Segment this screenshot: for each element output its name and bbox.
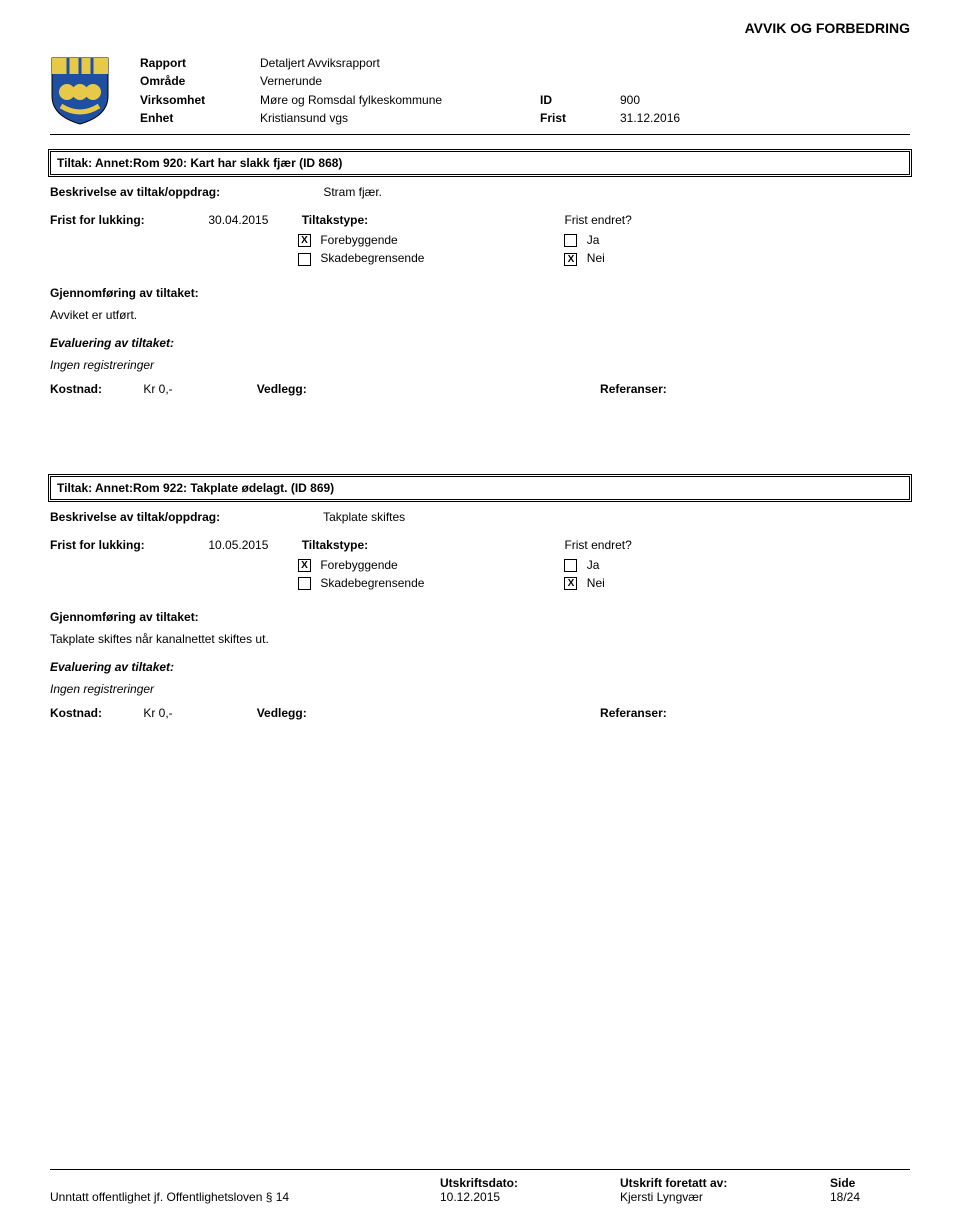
frist-endret-label-2: Frist endret? <box>564 538 631 552</box>
frist-endret-label: Frist endret? <box>564 213 631 227</box>
ja-label: Ja <box>587 233 600 247</box>
virksomhet-label: Virksomhet <box>140 93 250 107</box>
kostnad-label-2: Kostnad: <box>50 706 140 720</box>
vedlegg-label-2: Vedlegg: <box>257 706 597 720</box>
tiltak2-title: Tiltak: Annet:Rom 922: Takplate ødelagt.… <box>50 476 910 500</box>
checkbox-skadebegrensende-1 <box>298 253 311 266</box>
frist-label: Frist <box>540 111 610 125</box>
cost-line-1: Kostnad: Kr 0,- Vedlegg: Referanser: <box>50 382 910 396</box>
tiltak2-gjennomforing-text: Takplate skiftes når kanalnettet skiftes… <box>50 632 910 646</box>
referanser-label-1: Referanser: <box>600 382 667 396</box>
skadebegrensende-label-2: Skadebegrensende <box>320 576 424 590</box>
tiltak2-description-row: Beskrivelse av tiltak/oppdrag: Takplate … <box>50 510 910 524</box>
ingen-reg-2: Ingen registreringer <box>50 682 910 696</box>
cost-line-2: Kostnad: Kr 0,- Vedlegg: Referanser: <box>50 706 910 720</box>
ingen-reg-1: Ingen registreringer <box>50 358 910 372</box>
forebyggende-label: Forebyggende <box>320 233 397 247</box>
checkbox-forebyggende-2: X <box>298 559 311 572</box>
ja-label-2: Ja <box>587 558 600 572</box>
kostnad-label-1: Kostnad: <box>50 382 140 396</box>
evaluering-label-2: Evaluering av tiltaket: <box>50 660 910 674</box>
rapport-value: Detaljert Avviksrapport <box>260 56 530 70</box>
page-header-title: AVVIK OG FORBEDRING <box>50 20 910 36</box>
tiltakstype-label: Tiltakstype: <box>302 213 368 227</box>
tiltak1-beskrivelse-value: Stram fjær. <box>323 185 382 199</box>
tiltak1-kostnad-value: Kr 0,- <box>143 382 253 396</box>
gjennomforing-label-1: Gjennomføring av tiltaket: <box>50 286 910 300</box>
omrade-label: Område <box>140 74 250 88</box>
vedlegg-label-1: Vedlegg: <box>257 382 597 396</box>
nei-label-2: Nei <box>587 576 605 590</box>
footer-divider <box>50 1169 910 1170</box>
side-value: 18/24 <box>830 1190 910 1204</box>
tiltak1-options: Frist for lukking: 30.04.2015 Tiltakstyp… <box>50 213 910 270</box>
omrade-value: Vernerunde <box>260 74 530 88</box>
tiltak1-gjennomforing-text: Avviket er utført. <box>50 308 910 322</box>
utskriftsdato-label: Utskriftsdato: <box>440 1176 610 1190</box>
tiltakstype-label-2: Tiltakstype: <box>302 538 368 552</box>
tiltak-block-1: Tiltak: Annet:Rom 920: Kart har slakk fj… <box>50 151 910 396</box>
nei-label: Nei <box>587 251 605 265</box>
referanser-label-2: Referanser: <box>600 706 667 720</box>
forebyggende-label-2: Forebyggende <box>320 558 397 572</box>
checkbox-skadebegrensende-2 <box>298 577 311 590</box>
checkbox-forebyggende-1: X <box>298 234 311 247</box>
id-value: 900 <box>620 93 720 107</box>
tiltak-block-2: Tiltak: Annet:Rom 922: Takplate ødelagt.… <box>50 476 910 721</box>
checkbox-nei-1: X <box>564 253 577 266</box>
coat-of-arms-icon <box>50 56 110 126</box>
beskrivelse-label: Beskrivelse av tiltak/oppdrag: <box>50 185 320 199</box>
tiltak2-kostnad-value: Kr 0,- <box>143 706 253 720</box>
virksomhet-value: Møre og Romsdal fylkeskommune <box>260 93 530 107</box>
tiltak2-beskrivelse-value: Takplate skiftes <box>323 510 405 524</box>
tiltak1-title: Tiltak: Annet:Rom 920: Kart har slakk fj… <box>50 151 910 175</box>
checkbox-nei-2: X <box>564 577 577 590</box>
frist-value: 31.12.2016 <box>620 111 720 125</box>
frist-lukking-label-2: Frist for lukking: <box>50 538 205 552</box>
utskriftsdato-value: 10.12.2015 <box>440 1190 610 1204</box>
enhet-label: Enhet <box>140 111 250 125</box>
evaluering-label-1: Evaluering av tiltaket: <box>50 336 910 350</box>
tiltak1-frist-value: 30.04.2015 <box>208 213 298 227</box>
skadebegrensende-label: Skadebegrensende <box>320 251 424 265</box>
tiltak2-frist-value: 10.05.2015 <box>208 538 298 552</box>
id-label: ID <box>540 93 610 107</box>
beskrivelse-label-2: Beskrivelse av tiltak/oppdrag: <box>50 510 320 524</box>
checkbox-ja-1 <box>564 234 577 247</box>
gjennomforing-label-2: Gjennomføring av tiltaket: <box>50 610 910 624</box>
enhet-value: Kristiansund vgs <box>260 111 530 125</box>
foretatt-label: Utskrift foretatt av: <box>620 1176 820 1190</box>
divider <box>50 134 910 135</box>
unntatt-text: Unntatt offentlighet jf. Offentlighetslo… <box>50 1190 430 1204</box>
tiltak2-options: Frist for lukking: 10.05.2015 Tiltakstyp… <box>50 538 910 595</box>
foretatt-value: Kjersti Lyngvær <box>620 1190 820 1204</box>
top-meta-section: Rapport Detaljert Avviksrapport Område V… <box>50 56 910 126</box>
checkbox-ja-2 <box>564 559 577 572</box>
meta-table: Rapport Detaljert Avviksrapport Område V… <box>140 56 720 126</box>
tiltak1-description-row: Beskrivelse av tiltak/oppdrag: Stram fjæ… <box>50 185 910 199</box>
footer: Utskriftsdato: Utskrift foretatt av: Sid… <box>50 1169 910 1204</box>
rapport-label: Rapport <box>140 56 250 70</box>
side-label: Side <box>830 1176 910 1190</box>
frist-lukking-label: Frist for lukking: <box>50 213 205 227</box>
